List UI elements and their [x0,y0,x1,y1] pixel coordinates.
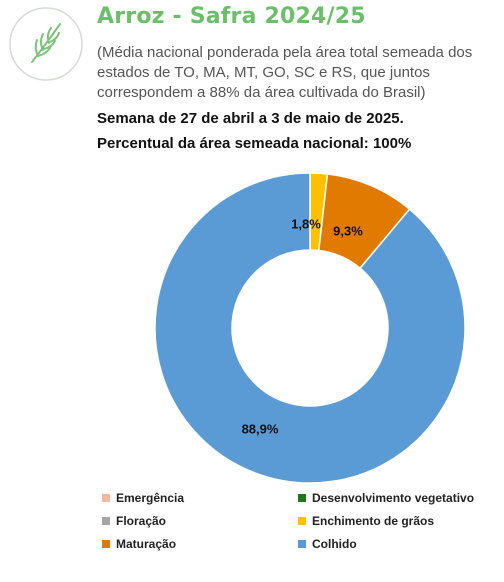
legend-label-4: Maturação [116,536,177,551]
rice-plant-logo [9,7,83,81]
legend-item-0: Emergência [102,490,298,505]
area-label: Percentual da área semeada nacional: 100… [97,135,412,152]
legend-label-2: Floração [116,513,167,528]
donut-chart: 1,8% 9,3% 88,9% [154,172,466,484]
donut-slice-5 [154,172,466,484]
legend-swatch-4 [102,539,110,548]
legend-label-5: Colhido [312,536,357,551]
rice-plant-icon [31,23,61,63]
legend-label-0: Emergência [116,490,185,505]
page-title: Arroz - Safra 2024/25 [97,4,366,29]
legend-item-1: Desenvolvimento vegetativo [298,490,502,505]
legend-item-2: Floração [102,513,298,528]
legend-swatch-5 [298,539,306,548]
legend-swatch-1 [298,493,306,502]
chart-legend: Emergência Desenvolvimento vegetativo Flor… [102,490,502,551]
legend-item-4: Maturação [102,536,298,551]
page-subtitle: (Média nacional ponderada pela área tota… [97,44,473,101]
slice-label-4: 9,3% [333,223,363,238]
legend-swatch-0 [102,493,110,502]
legend-label-3: Enchimento de grãos [312,513,435,528]
legend-swatch-2 [102,516,110,525]
slice-label-5: 88,9% [242,421,279,436]
legend-item-5: Colhido [298,536,502,551]
legend-label-1: Desenvolvimento vegetativo [312,490,475,505]
slice-label-3: 1,8% [291,216,321,231]
week-label: Semana de 27 de abril a 3 de maio de 202… [97,110,404,127]
legend-swatch-3 [298,516,306,525]
legend-item-3: Enchimento de grãos [298,513,502,528]
